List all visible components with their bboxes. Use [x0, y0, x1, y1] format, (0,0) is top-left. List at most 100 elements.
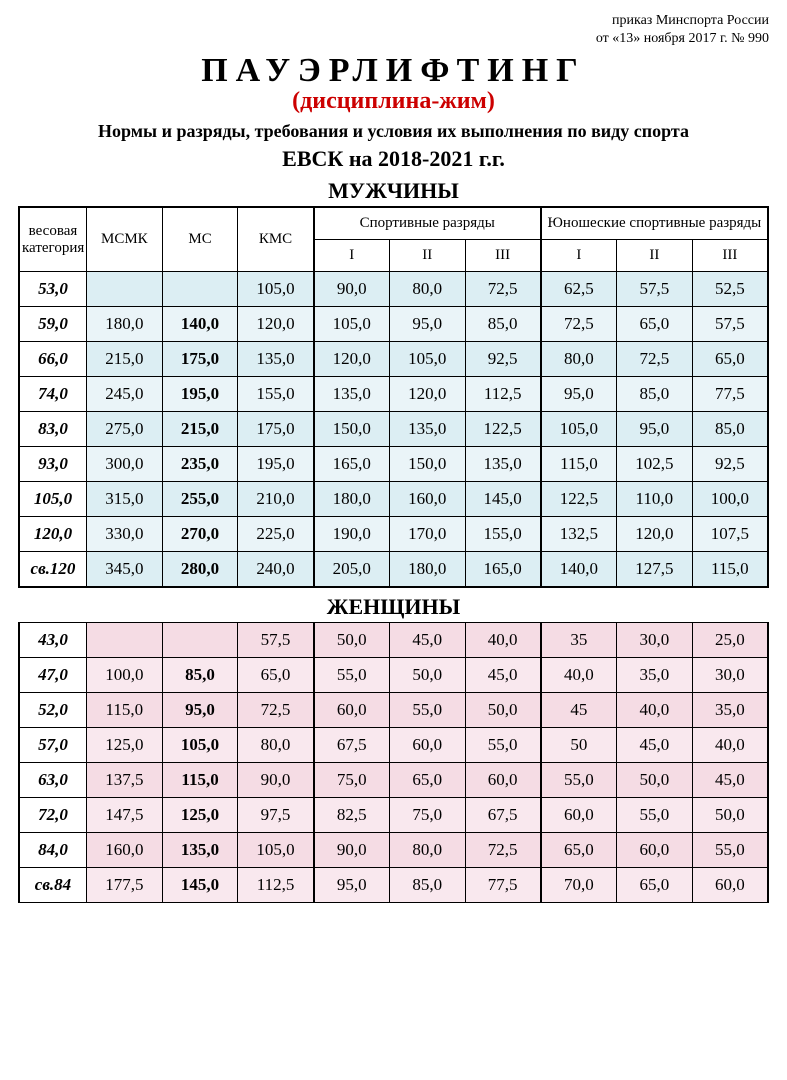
msmk-cell: 100,0 — [86, 658, 162, 693]
s1-cell: 105,0 — [314, 307, 390, 342]
msmk-cell: 147,5 — [86, 798, 162, 833]
y3-cell: 107,5 — [692, 517, 768, 552]
y2-cell: 72,5 — [617, 342, 693, 377]
s3-cell: 85,0 — [465, 307, 541, 342]
s1-cell: 180,0 — [314, 482, 390, 517]
y3-cell: 45,0 — [692, 763, 768, 798]
s3-cell: 72,5 — [465, 272, 541, 307]
ms-cell: 125,0 — [162, 798, 238, 833]
msmk-cell: 245,0 — [86, 377, 162, 412]
table-row: св.120345,0280,0240,0205,0180,0165,0140,… — [19, 552, 768, 588]
s3-cell: 112,5 — [465, 377, 541, 412]
s3-cell: 40,0 — [465, 623, 541, 658]
table-row: 84,0160,0135,0105,090,080,072,565,060,05… — [19, 833, 768, 868]
table-row: 57,0125,0105,080,067,560,055,05045,040,0 — [19, 728, 768, 763]
y3-cell: 30,0 — [692, 658, 768, 693]
standards-table-women: 43,057,550,045,040,03530,025,047,0100,08… — [18, 622, 769, 903]
msmk-cell: 345,0 — [86, 552, 162, 588]
y1-cell: 60,0 — [541, 798, 617, 833]
y3-cell: 55,0 — [692, 833, 768, 868]
s3-cell: 122,5 — [465, 412, 541, 447]
col-y1: I — [541, 240, 617, 272]
weight-cell: 63,0 — [19, 763, 86, 798]
weight-cell: 43,0 — [19, 623, 86, 658]
y3-cell: 50,0 — [692, 798, 768, 833]
col-y3: III — [692, 240, 768, 272]
weight-cell: 105,0 — [19, 482, 86, 517]
table-row: 53,0105,090,080,072,562,557,552,5 — [19, 272, 768, 307]
s2-cell: 85,0 — [389, 868, 465, 903]
s3-cell: 145,0 — [465, 482, 541, 517]
kms-cell: 120,0 — [238, 307, 314, 342]
y1-cell: 62,5 — [541, 272, 617, 307]
s1-cell: 67,5 — [314, 728, 390, 763]
y2-cell: 65,0 — [617, 307, 693, 342]
table-row: 105,0315,0255,0210,0180,0160,0145,0122,5… — [19, 482, 768, 517]
y1-cell: 55,0 — [541, 763, 617, 798]
y1-cell: 40,0 — [541, 658, 617, 693]
kms-cell: 135,0 — [238, 342, 314, 377]
ms-cell: 280,0 — [162, 552, 238, 588]
weight-cell: 120,0 — [19, 517, 86, 552]
y2-cell: 102,5 — [617, 447, 693, 482]
y3-cell: 92,5 — [692, 447, 768, 482]
ms-cell: 215,0 — [162, 412, 238, 447]
ms-cell — [162, 623, 238, 658]
y2-cell: 30,0 — [617, 623, 693, 658]
ms-cell: 255,0 — [162, 482, 238, 517]
weight-cell: 57,0 — [19, 728, 86, 763]
kms-cell: 155,0 — [238, 377, 314, 412]
col-kms: КМС — [238, 207, 314, 272]
s1-cell: 135,0 — [314, 377, 390, 412]
y1-cell: 72,5 — [541, 307, 617, 342]
y1-cell: 80,0 — [541, 342, 617, 377]
s1-cell: 90,0 — [314, 833, 390, 868]
s1-cell: 75,0 — [314, 763, 390, 798]
y2-cell: 55,0 — [617, 798, 693, 833]
y1-cell: 140,0 — [541, 552, 617, 588]
weight-cell: 83,0 — [19, 412, 86, 447]
msmk-cell — [86, 272, 162, 307]
kms-cell: 105,0 — [238, 833, 314, 868]
y2-cell: 57,5 — [617, 272, 693, 307]
s1-cell: 205,0 — [314, 552, 390, 588]
kms-cell: 57,5 — [238, 623, 314, 658]
table-row: 93,0300,0235,0195,0165,0150,0135,0115,01… — [19, 447, 768, 482]
title-period: ЕВСК на 2018-2021 г.г. — [18, 146, 769, 172]
col-y2: II — [617, 240, 693, 272]
table-row: 63,0137,5115,090,075,065,060,055,050,045… — [19, 763, 768, 798]
y3-cell: 52,5 — [692, 272, 768, 307]
s1-cell: 150,0 — [314, 412, 390, 447]
col-s3: III — [465, 240, 541, 272]
s2-cell: 105,0 — [389, 342, 465, 377]
table-row: 83,0275,0215,0175,0150,0135,0122,5105,09… — [19, 412, 768, 447]
s2-cell: 180,0 — [389, 552, 465, 588]
y3-cell: 65,0 — [692, 342, 768, 377]
y2-cell: 60,0 — [617, 833, 693, 868]
s3-cell: 135,0 — [465, 447, 541, 482]
y3-cell: 40,0 — [692, 728, 768, 763]
y2-cell: 85,0 — [617, 377, 693, 412]
s2-cell: 55,0 — [389, 693, 465, 728]
msmk-cell: 330,0 — [86, 517, 162, 552]
col-ms: МС — [162, 207, 238, 272]
weight-cell: 53,0 — [19, 272, 86, 307]
y1-cell: 105,0 — [541, 412, 617, 447]
ms-cell: 235,0 — [162, 447, 238, 482]
weight-cell: 66,0 — [19, 342, 86, 377]
kms-cell: 112,5 — [238, 868, 314, 903]
ms-cell: 140,0 — [162, 307, 238, 342]
y3-cell: 25,0 — [692, 623, 768, 658]
s3-cell: 67,5 — [465, 798, 541, 833]
s1-cell: 95,0 — [314, 868, 390, 903]
y3-cell: 85,0 — [692, 412, 768, 447]
ms-cell — [162, 272, 238, 307]
s2-cell: 80,0 — [389, 272, 465, 307]
s3-cell: 92,5 — [465, 342, 541, 377]
table-row: 52,0115,095,072,560,055,050,04540,035,0 — [19, 693, 768, 728]
kms-cell: 72,5 — [238, 693, 314, 728]
msmk-cell: 177,5 — [86, 868, 162, 903]
y1-cell: 132,5 — [541, 517, 617, 552]
ms-cell: 95,0 — [162, 693, 238, 728]
y1-cell: 122,5 — [541, 482, 617, 517]
